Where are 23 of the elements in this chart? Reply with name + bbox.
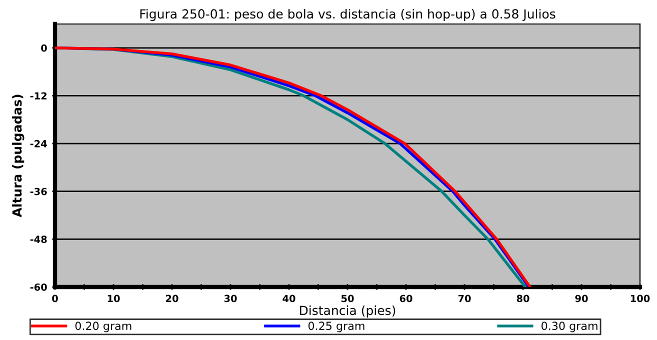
- x-tick-label: 10: [108, 294, 120, 302]
- x-tick-label: 0: [52, 294, 58, 302]
- x-tick-label: 90: [575, 294, 588, 302]
- y-tick-label: -24: [30, 140, 47, 148]
- y-tick-label: -60: [30, 283, 47, 291]
- chart-title: Figura 250-01: peso de bola vs. distancia (sin hop-up) a 0.58 Julios: [140, 8, 556, 22]
- x-tick-label: 50: [341, 294, 354, 302]
- y-tick-label: -48: [30, 236, 47, 244]
- x-tick-label: 80: [516, 294, 530, 302]
- y-axis-title: Altura (pulgadas): [12, 94, 24, 218]
- legend-label: 0.20 gram: [75, 322, 132, 332]
- legend-label: 0.30 gram: [542, 322, 598, 332]
- x-tick-label: 20: [166, 294, 178, 302]
- x-tick-label: 100: [630, 294, 650, 302]
- x-tick-label: 40: [282, 294, 296, 302]
- y-tick-label: -36: [30, 188, 47, 196]
- x-tick-label: 30: [224, 294, 237, 302]
- y-tick-label: -12: [30, 92, 47, 100]
- legend-label: 0.25 gram: [308, 322, 364, 332]
- y-tick-label: 0: [41, 44, 47, 52]
- x-tick-label: 70: [458, 294, 471, 302]
- x-tick-label: 60: [400, 294, 412, 302]
- x-axis-title: Distancia (pies): [300, 305, 396, 318]
